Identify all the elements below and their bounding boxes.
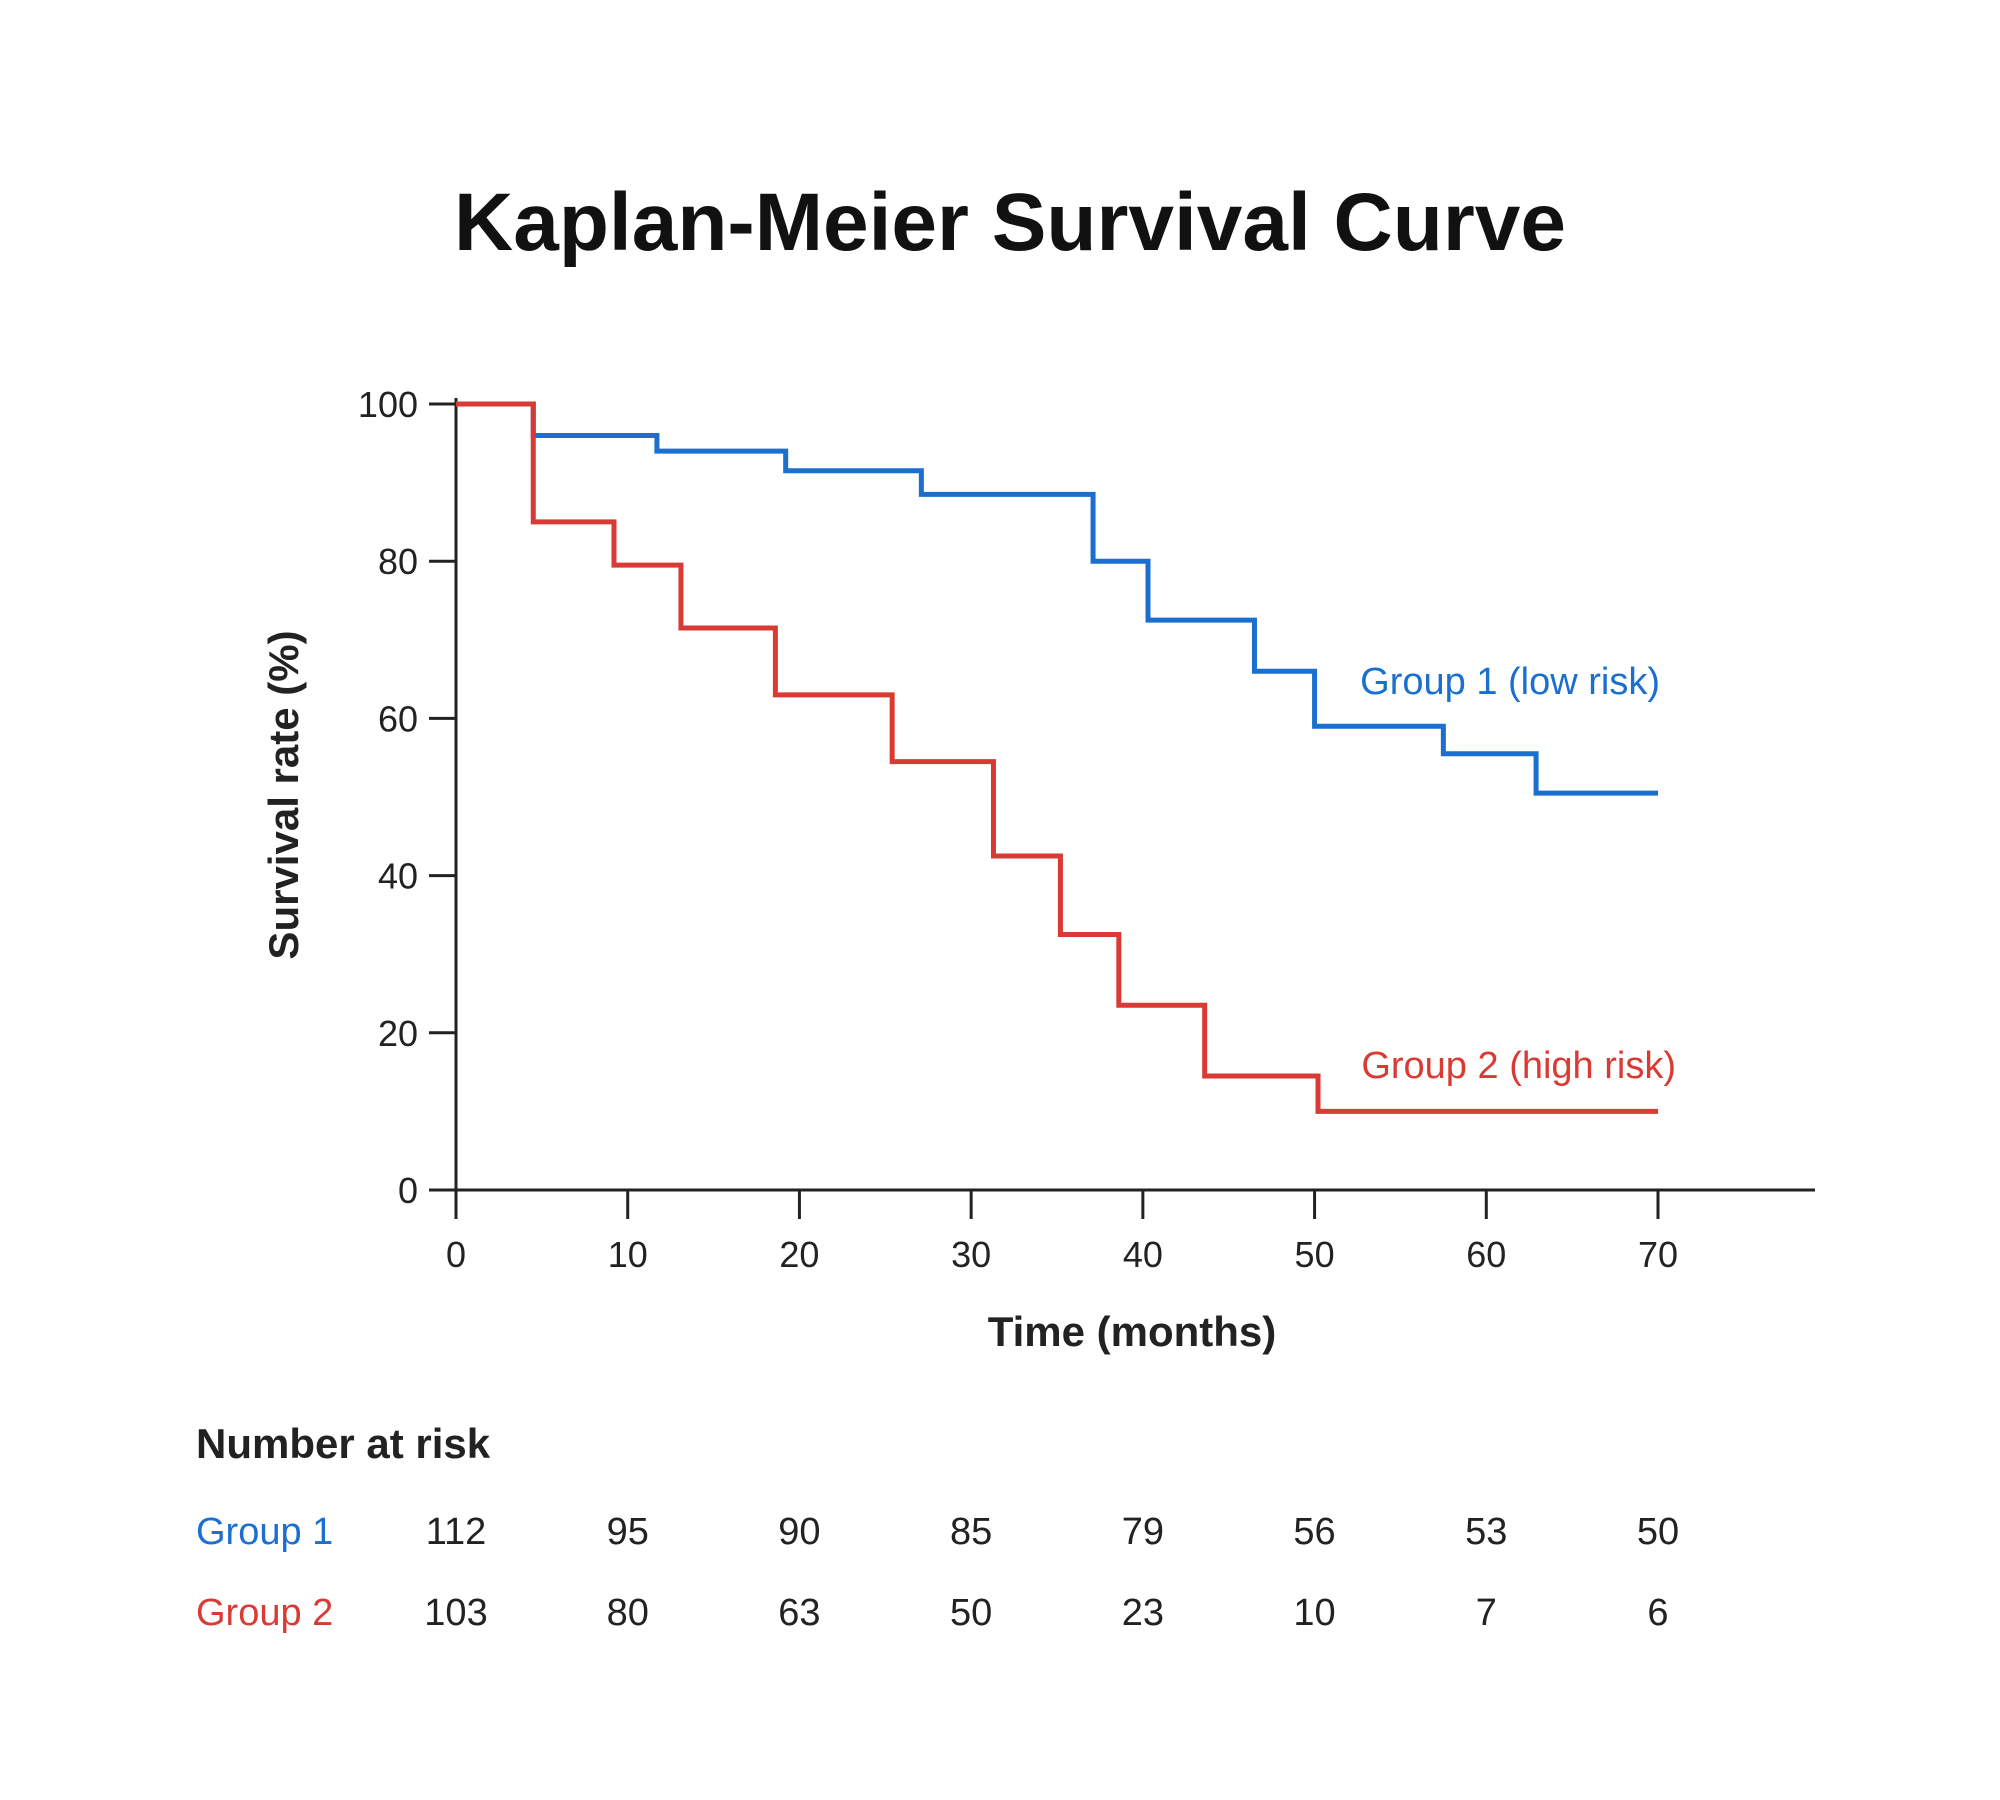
y-tick-label: 0 [398, 1170, 418, 1211]
series-group-2-label: Group 2 (high risk) [1361, 1045, 1676, 1087]
risk-value-cell: 80 [607, 1592, 649, 1634]
series-group-2-line [456, 401, 1658, 1114]
risk-row-group-2-values: 103 80 63 50 23 10 7 6 [424, 1592, 1668, 1634]
y-tick-label: 80 [378, 541, 418, 582]
risk-row-group-2: Group 2 103 80 63 50 23 10 7 6 [196, 1592, 1669, 1634]
y-tick-label: 60 [378, 698, 418, 739]
number-at-risk-title: Number at risk [196, 1420, 491, 1467]
y-tick-label: 40 [378, 856, 418, 897]
x-tick-label: 20 [779, 1234, 819, 1275]
y-ticks: 0 20 40 60 80 100 [358, 384, 456, 1211]
x-tick-label: 70 [1638, 1234, 1678, 1275]
risk-value-cell: 90 [778, 1511, 820, 1553]
risk-value-cell: 63 [778, 1592, 820, 1634]
x-tick-label: 60 [1466, 1234, 1506, 1275]
y-tick-label: 100 [358, 384, 418, 425]
risk-value-cell: 50 [1637, 1511, 1679, 1553]
risk-row-group-2-name: Group 2 [196, 1592, 333, 1634]
series-group-1-line [456, 401, 1658, 796]
y-tick-label: 20 [378, 1013, 418, 1054]
series-group-1-label: Group 1 (low risk) [1360, 661, 1660, 703]
x-ticks: 0 10 20 30 40 50 60 70 [446, 1190, 1678, 1275]
x-tick-label: 40 [1123, 1234, 1163, 1275]
risk-value-cell: 95 [607, 1511, 649, 1553]
risk-row-group-1-values: 112 95 90 85 79 56 53 50 [426, 1511, 1679, 1553]
risk-row-group-1-name: Group 1 [196, 1511, 333, 1553]
risk-value-cell: 112 [426, 1511, 487, 1553]
risk-value-cell: 79 [1122, 1511, 1164, 1553]
risk-value-cell: 23 [1122, 1592, 1164, 1634]
risk-value-cell: 85 [950, 1511, 992, 1553]
risk-value-cell: 56 [1293, 1511, 1335, 1553]
risk-value-cell: 53 [1465, 1511, 1507, 1553]
risk-value-cell: 7 [1476, 1592, 1497, 1634]
x-tick-label: 50 [1295, 1234, 1335, 1275]
x-tick-label: 30 [951, 1234, 991, 1275]
x-tick-label: 0 [446, 1234, 466, 1275]
y-axis-title: Survival rate (%) [260, 630, 307, 959]
x-tick-label: 10 [608, 1234, 648, 1275]
x-axis-title: Time (months) [988, 1308, 1277, 1355]
risk-value-cell: 50 [950, 1592, 992, 1634]
chart-title: Kaplan-Meier Survival Curve [454, 177, 1566, 268]
risk-value-cell: 103 [424, 1592, 487, 1634]
axes [454, 398, 1815, 1192]
risk-value-cell: 6 [1647, 1592, 1668, 1634]
risk-row-group-1: Group 1 112 95 90 85 79 56 53 50 [196, 1511, 1679, 1553]
risk-value-cell: 10 [1293, 1592, 1335, 1634]
